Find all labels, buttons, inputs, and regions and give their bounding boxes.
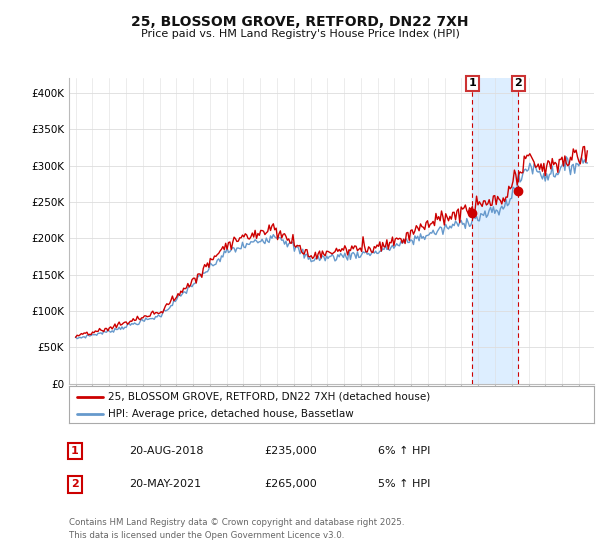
Text: HPI: Average price, detached house, Bassetlaw: HPI: Average price, detached house, Bass… [109, 409, 354, 419]
Bar [472, 78, 518, 384]
Text: 25, BLOSSOM GROVE, RETFORD, DN22 7XH: 25, BLOSSOM GROVE, RETFORD, DN22 7XH [131, 15, 469, 29]
Text: 2: 2 [514, 78, 522, 88]
Text: 6% ↑ HPI: 6% ↑ HPI [378, 446, 430, 456]
Text: 20-MAY-2021: 20-MAY-2021 [129, 479, 201, 489]
Text: 25, BLOSSOM GROVE, RETFORD, DN22 7XH (detached house): 25, BLOSSOM GROVE, RETFORD, DN22 7XH (de… [109, 391, 431, 402]
Text: £265,000: £265,000 [264, 479, 317, 489]
Text: £235,000: £235,000 [264, 446, 317, 456]
Text: 20-AUG-2018: 20-AUG-2018 [129, 446, 203, 456]
Text: 5% ↑ HPI: 5% ↑ HPI [378, 479, 430, 489]
Text: 1: 1 [71, 446, 79, 456]
Text: 2: 2 [71, 479, 79, 489]
Text: Price paid vs. HM Land Registry's House Price Index (HPI): Price paid vs. HM Land Registry's House … [140, 29, 460, 39]
Text: 1: 1 [469, 78, 476, 88]
Text: Contains HM Land Registry data © Crown copyright and database right 2025.
This d: Contains HM Land Registry data © Crown c… [69, 518, 404, 540]
